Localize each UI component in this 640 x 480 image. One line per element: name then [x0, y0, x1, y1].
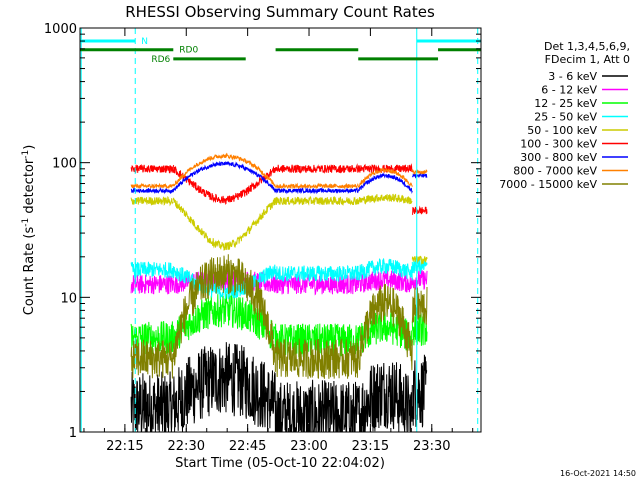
- legend-entry-label: 12 - 25 keV: [534, 97, 597, 110]
- y-tick-label: 1000: [44, 22, 77, 37]
- legend-entry-label: 800 - 7000 keV: [513, 165, 597, 178]
- series-line: [130, 342, 428, 433]
- y-tick-label: 1: [69, 426, 77, 441]
- x-tick-label: 22:15: [106, 439, 143, 454]
- legend-entry-label: 50 - 100 keV: [527, 124, 597, 137]
- flag-label: N: [141, 37, 148, 47]
- x-tick-label: 23:15: [352, 439, 389, 454]
- legend-header: FDecim 1, Att 0: [545, 53, 630, 66]
- flag-label: RD0: [179, 46, 198, 56]
- legend-header: Det 1,3,4,5,6,9,: [544, 40, 630, 53]
- legend: Det 1,3,4,5,6,9,FDecim 1, Att 0 3 - 6 keV…: [499, 40, 630, 191]
- legend-entry-label: 6 - 12 keV: [541, 84, 597, 97]
- series-line: [130, 254, 428, 379]
- legend-entry-label: 25 - 50 keV: [534, 111, 597, 124]
- series-line: [130, 152, 428, 190]
- legend-entry-label: 3 - 6 keV: [548, 70, 597, 83]
- y-tick-label: 100: [52, 157, 77, 172]
- timestamp: 16-Oct-2021 14:50: [560, 469, 636, 478]
- x-tick-label: 22:45: [229, 439, 266, 454]
- legend-entry-label: 7000 - 15000 keV: [499, 178, 597, 191]
- x-axis-label: Start Time (05-Oct-10 22:04:02): [175, 456, 385, 471]
- x-tick-label: 23:00: [290, 439, 327, 454]
- flag-label: RD6: [151, 55, 170, 65]
- x-tick-label: 22:30: [168, 439, 205, 454]
- legend-entry-label: 300 - 800 keV: [520, 151, 597, 164]
- chart-title: RHESSI Observing Summary Count Rates: [125, 3, 435, 21]
- x-tick-label: 23:30: [413, 439, 450, 454]
- series-line: [130, 163, 428, 215]
- axes-layer: 22:15 22:30 22:45 23:00 23:15 23:30 1 10 100 1000: [44, 22, 481, 454]
- series-line: [130, 293, 428, 358]
- y-axis-label: Count Rate (s-1 detector-1): [21, 145, 37, 316]
- plot-frame: [79, 27, 482, 433]
- y-tick-label: 10: [60, 291, 77, 306]
- legend-entry-label: 100 - 300 keV: [520, 138, 597, 151]
- series-line: [130, 258, 428, 300]
- series-lines-layer: [130, 152, 428, 433]
- overlay-layer: N RD0 RD6: [80, 28, 481, 432]
- series-line: [130, 193, 428, 265]
- series-line: [130, 161, 428, 195]
